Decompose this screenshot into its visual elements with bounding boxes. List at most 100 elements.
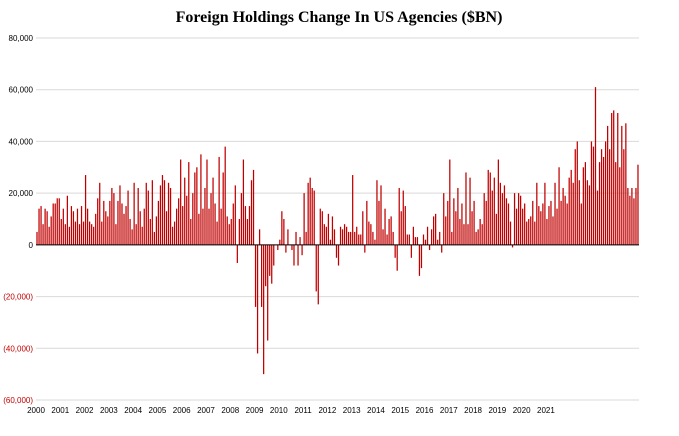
bar xyxy=(293,244,295,266)
bar xyxy=(218,156,220,245)
bar xyxy=(582,167,584,245)
bar xyxy=(396,244,398,271)
bar xyxy=(382,229,384,245)
bar xyxy=(414,237,417,245)
bar xyxy=(386,234,388,245)
bar xyxy=(633,198,635,245)
bar xyxy=(224,146,226,245)
x-tick-label: 2000 xyxy=(27,406,45,415)
bar xyxy=(50,216,52,245)
bar xyxy=(281,211,283,245)
bar xyxy=(309,177,311,245)
y-axis-tick-labels: 80,000 60,000 40,000 20,000 0 (20,000) (40,000… xyxy=(3,34,33,405)
bar xyxy=(56,198,58,245)
bar xyxy=(447,200,449,245)
x-tick-label: 2004 xyxy=(124,406,142,415)
bar xyxy=(277,244,279,251)
bar xyxy=(265,244,267,287)
bar xyxy=(78,224,81,245)
bar xyxy=(321,211,323,245)
bar xyxy=(617,112,619,245)
bar xyxy=(528,219,530,245)
bar xyxy=(129,219,131,245)
bar xyxy=(374,239,376,245)
bar xyxy=(445,216,447,245)
bar xyxy=(319,208,321,245)
bar xyxy=(93,226,95,245)
bar xyxy=(222,172,224,245)
bar xyxy=(101,221,103,245)
bar xyxy=(192,193,194,245)
x-tick-label: 2010 xyxy=(270,406,288,415)
bar xyxy=(107,216,109,245)
bar xyxy=(631,187,633,245)
bar xyxy=(609,149,611,245)
bar xyxy=(62,208,64,245)
bar xyxy=(208,208,210,245)
bar xyxy=(216,221,218,245)
bar xyxy=(111,187,113,245)
bar xyxy=(291,244,293,251)
bar xyxy=(68,226,71,245)
bar xyxy=(131,229,133,245)
bar xyxy=(46,211,48,245)
bar xyxy=(307,182,309,245)
bar xyxy=(109,200,111,245)
bar xyxy=(501,193,504,245)
bar xyxy=(234,185,236,245)
bar xyxy=(269,244,271,276)
bar xyxy=(604,141,607,245)
bar xyxy=(422,234,425,245)
bar xyxy=(91,224,93,245)
x-tick-label: 2011 xyxy=(294,406,312,415)
bar xyxy=(627,187,629,245)
x-tick-label: 2021 xyxy=(537,406,555,415)
bar xyxy=(202,208,204,245)
bar xyxy=(538,206,540,245)
bar xyxy=(511,244,514,248)
bar xyxy=(392,231,394,245)
bar xyxy=(95,213,97,245)
bar xyxy=(127,190,129,245)
bar xyxy=(182,206,184,245)
bar xyxy=(621,125,623,245)
bar xyxy=(430,229,433,245)
bar xyxy=(149,219,151,245)
bar xyxy=(42,224,44,245)
bar xyxy=(125,206,127,245)
bar xyxy=(204,187,206,245)
bar xyxy=(287,229,289,245)
chart-title: Foreign Holdings Change In US Agencies (… xyxy=(176,9,503,26)
bar xyxy=(339,226,342,245)
bar xyxy=(615,162,617,245)
bar xyxy=(578,180,580,245)
bar xyxy=(372,231,374,245)
bar xyxy=(40,206,42,245)
bar xyxy=(329,239,332,245)
bar xyxy=(38,208,40,245)
bar xyxy=(576,141,578,245)
bar xyxy=(424,239,427,245)
bar xyxy=(133,182,135,245)
bar xyxy=(252,169,255,245)
x-tick-label: 2019 xyxy=(488,406,506,415)
bar xyxy=(119,185,121,245)
bar xyxy=(590,141,593,245)
bar xyxy=(400,211,402,245)
bar xyxy=(402,190,404,245)
bar xyxy=(64,224,66,245)
bar xyxy=(232,203,234,245)
bar xyxy=(390,216,392,245)
bar xyxy=(165,211,168,245)
bar xyxy=(394,244,396,258)
bar xyxy=(406,234,408,245)
x-tick-label: 2001 xyxy=(51,406,69,415)
bar xyxy=(283,219,285,245)
bar xyxy=(560,200,562,245)
bar xyxy=(66,195,68,245)
bar xyxy=(483,193,485,245)
y-tick-label: (40,000) xyxy=(3,344,33,353)
bar xyxy=(263,244,265,375)
bar xyxy=(153,231,155,245)
bar xyxy=(256,244,259,354)
